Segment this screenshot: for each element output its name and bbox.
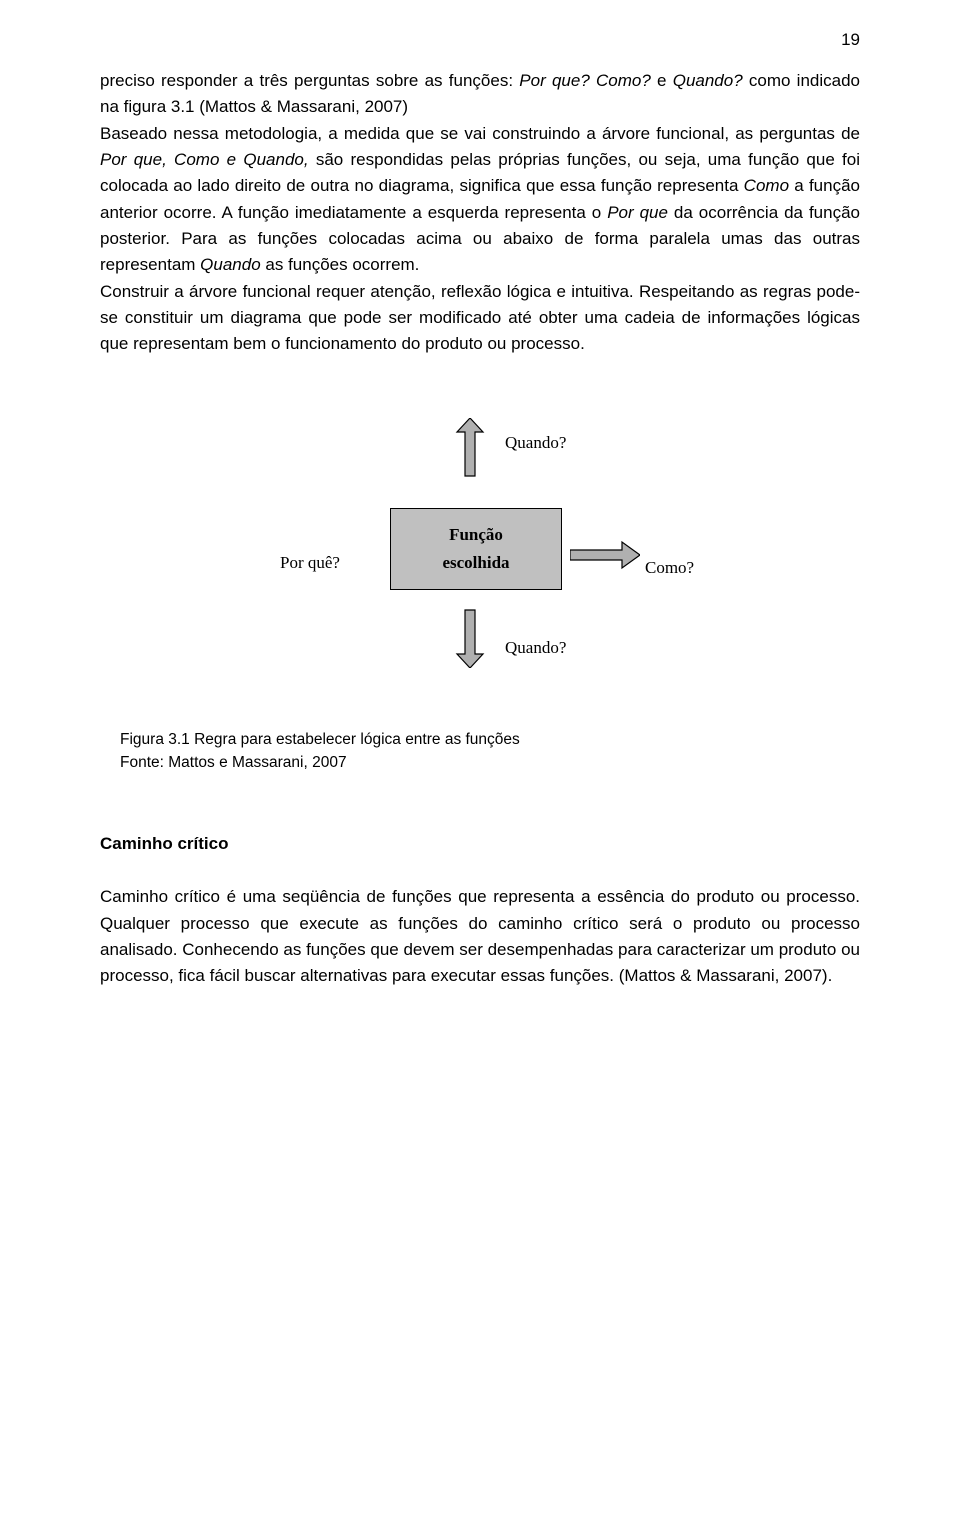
text: preciso responder a três perguntas sobre… [100,71,519,90]
text: as funções ocorrem. [261,255,420,274]
paragraph-3: Construir a árvore funcional requer aten… [100,279,860,358]
arrow-up-icon [455,418,485,478]
label-quando-top: Quando? [505,433,566,453]
box-line1: Função [391,525,561,545]
figure-caption: Figura 3.1 Regra para estabelecer lógica… [120,728,860,775]
paragraph-1: preciso responder a três perguntas sobre… [100,68,860,121]
page: 19 preciso responder a três perguntas so… [0,0,960,1525]
caption-source: Fonte: Mattos e Massarani, 2007 [120,751,860,774]
caption-line: Figura 3.1 Regra para estabelecer lógica… [120,728,860,751]
text-italic: Por que? Como? [519,71,651,90]
page-number: 19 [841,30,860,50]
text: Baseado nessa metodologia, a medida que … [100,124,860,143]
text-italic: Como [744,176,789,195]
text: e [651,71,673,90]
label-porque: Por quê? [280,553,340,573]
arrow-down-icon [455,608,485,668]
paragraph-2: Baseado nessa metodologia, a medida que … [100,121,860,279]
label-como: Como? [645,558,694,578]
box-line2: escolhida [391,553,561,573]
text-italic: Quando? [673,71,743,90]
function-diagram: Quando? Por quê? Função escolhida Como? … [280,418,680,718]
section-heading: Caminho crítico [100,834,860,854]
text-italic: Por que [607,203,668,222]
paragraph-4: Caminho crítico é uma seqüência de funçõ… [100,884,860,989]
function-box: Função escolhida [390,508,562,590]
arrow-right-icon [570,540,640,570]
text-italic: Por que, Como e Quando, [100,150,309,169]
text-italic: Quando [200,255,261,274]
label-quando-bottom: Quando? [505,638,566,658]
